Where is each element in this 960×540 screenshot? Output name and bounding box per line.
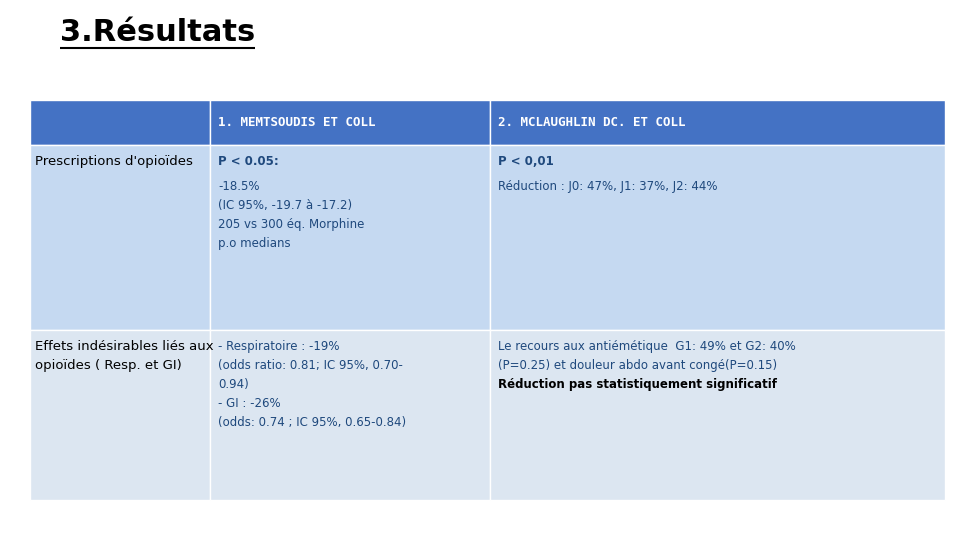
Text: Réduction : J0: 47%, J1: 37%, J2: 44%: Réduction : J0: 47%, J1: 37%, J2: 44% bbox=[498, 180, 717, 193]
Text: P < 0,01: P < 0,01 bbox=[498, 155, 554, 168]
Bar bbox=[490, 145, 945, 330]
Text: Effets indésirables liés aux
opioïdes ( Resp. et GI): Effets indésirables liés aux opioïdes ( … bbox=[35, 340, 214, 372]
Text: (odds: 0.74 ; IC 95%, 0.65-0.84): (odds: 0.74 ; IC 95%, 0.65-0.84) bbox=[218, 416, 406, 429]
Text: P < 0.05:: P < 0.05: bbox=[218, 155, 278, 168]
Bar bbox=[210, 330, 490, 500]
Bar bbox=[210, 145, 490, 330]
Text: 3.Résultats: 3.Résultats bbox=[60, 18, 255, 47]
Text: (odds ratio: 0.81; IC 95%, 0.70-: (odds ratio: 0.81; IC 95%, 0.70- bbox=[218, 359, 403, 372]
Text: (P=0.25) et douleur abdo avant congé(P=0.15): (P=0.25) et douleur abdo avant congé(P=0… bbox=[498, 359, 778, 372]
Bar bbox=[30, 145, 210, 330]
Text: 2. MCLAUGHLIN DC. ET COLL: 2. MCLAUGHLIN DC. ET COLL bbox=[498, 116, 685, 129]
Text: 205 vs 300 éq. Morphine: 205 vs 300 éq. Morphine bbox=[218, 218, 365, 231]
Text: - Respiratoire : -19%: - Respiratoire : -19% bbox=[218, 340, 340, 353]
Text: -18.5%: -18.5% bbox=[218, 180, 259, 193]
Text: - GI : -26%: - GI : -26% bbox=[218, 397, 280, 410]
Text: 0.94): 0.94) bbox=[218, 378, 249, 391]
Text: Le recours aux antiémétique  G1: 49% et G2: 40%: Le recours aux antiémétique G1: 49% et G… bbox=[498, 340, 796, 353]
Text: (IC 95%, -19.7 à -17.2): (IC 95%, -19.7 à -17.2) bbox=[218, 199, 352, 212]
Bar bbox=[490, 330, 945, 500]
Bar bbox=[30, 330, 210, 500]
Text: Réduction pas statistiquement significatif: Réduction pas statistiquement significat… bbox=[498, 378, 777, 391]
Bar bbox=[490, 100, 945, 145]
Bar bbox=[210, 100, 490, 145]
Bar bbox=[30, 100, 210, 145]
Text: 1. MEMTSOUDIS ET COLL: 1. MEMTSOUDIS ET COLL bbox=[218, 116, 375, 129]
Text: Prescriptions d'opioïdes: Prescriptions d'opioïdes bbox=[35, 155, 193, 168]
Text: p.o medians: p.o medians bbox=[218, 237, 291, 250]
